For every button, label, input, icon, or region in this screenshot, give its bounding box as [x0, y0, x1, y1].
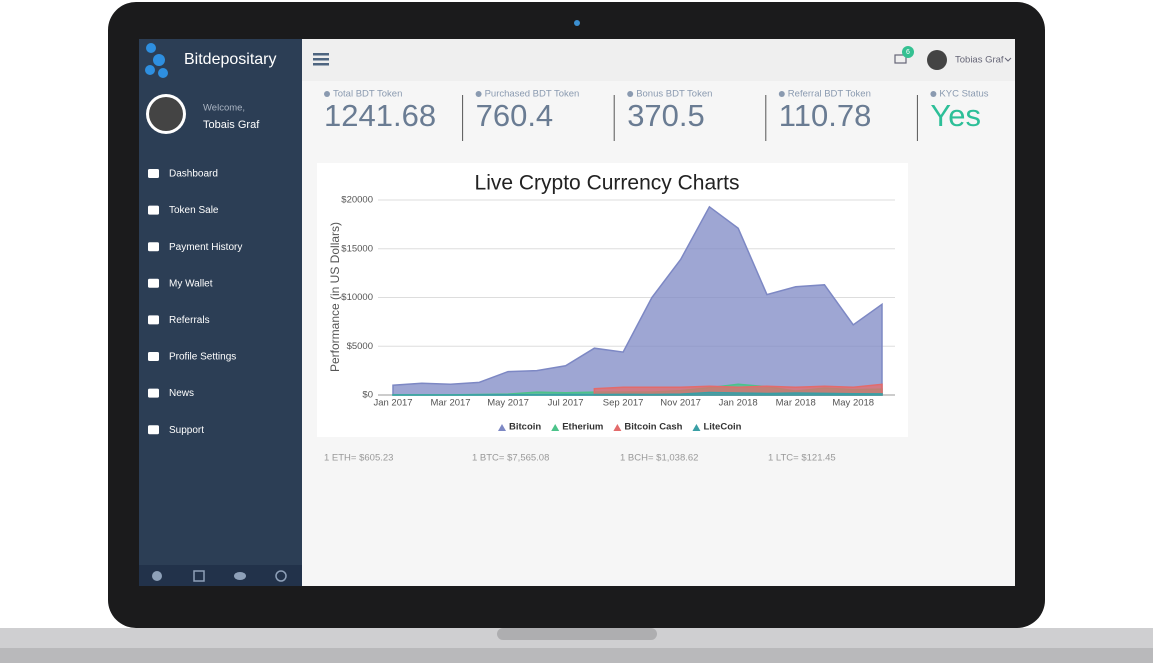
stat-value: 370.5: [627, 98, 705, 133]
menu-icon[interactable]: [148, 352, 159, 361]
sidebar-footer: [139, 565, 302, 586]
menu-icon[interactable]: [148, 388, 159, 398]
chevron[interactable]: [1004, 57, 1012, 62]
stat-icon: [778, 91, 785, 97]
topbar: [302, 39, 1015, 81]
legend-label[interactable]: Bitcoin: [509, 422, 541, 433]
laptop-notch: [497, 628, 657, 640]
chart: Live Crypto Currency Charts Performance …: [328, 172, 895, 433]
y-tick-label: $20000: [341, 195, 373, 206]
stat-icon: [627, 91, 634, 97]
legend-label[interactable]: Bitcoin Cash: [624, 422, 682, 433]
menu-icon[interactable]: [148, 278, 159, 288]
stat-label: Bonus BDT Token: [636, 89, 712, 100]
stat-value: 1241.68: [324, 98, 436, 133]
price: 1 BCH= $1,038.62: [620, 453, 698, 464]
menu-item[interactable]: Token Sale: [169, 205, 219, 216]
camera: [574, 20, 580, 26]
price: 1 ETH= $605.23: [324, 453, 393, 464]
menu-toggle[interactable]: [313, 53, 329, 66]
x-tick-label: Jan 2017: [373, 398, 412, 409]
menu-item[interactable]: Profile Settings: [169, 352, 236, 363]
welcome: Welcome,: [203, 103, 245, 114]
y-tick-label: $10000: [341, 292, 373, 303]
stat-value: Yes: [930, 98, 981, 133]
menu-item[interactable]: Support: [169, 425, 204, 436]
x-tick-label: Jul 2017: [548, 398, 584, 409]
legend-marker[interactable]: [692, 424, 701, 431]
avatar: [149, 97, 183, 131]
legend-label[interactable]: Etherium: [562, 422, 603, 433]
menu-icon[interactable]: [148, 169, 159, 178]
area: [593, 383, 883, 396]
chart-title: Live Crypto Currency Charts: [475, 172, 740, 195]
x-tick-label: Nov 2017: [660, 398, 701, 409]
y-tick-label: $0: [362, 390, 373, 401]
user-name: Tobais Graf: [203, 119, 260, 131]
area: [392, 391, 883, 396]
mail-icon[interactable]: [894, 54, 907, 64]
menu-icon[interactable]: [148, 425, 159, 435]
stat-icon: [930, 91, 937, 97]
stat-label: KYC Status: [939, 89, 988, 100]
legend-marker[interactable]: [613, 424, 622, 431]
price: 1 BTC= $7,565.08: [472, 453, 549, 464]
y-tick-label: $5000: [347, 341, 373, 352]
power-icon[interactable]: [275, 570, 287, 582]
menu-item[interactable]: News: [169, 388, 194, 399]
stat-icon: [475, 91, 482, 97]
settings-icon[interactable]: [152, 571, 162, 581]
x-tick-label: May 2018: [832, 398, 874, 409]
stat-label: Referral BDT Token: [788, 89, 871, 100]
badge-count: 6: [906, 49, 910, 56]
menu-icon[interactable]: [148, 205, 159, 215]
legend-label[interactable]: LiteCoin: [703, 422, 741, 433]
stat-label: Total BDT Token: [333, 89, 402, 100]
legend-marker[interactable]: [551, 424, 560, 431]
y-tick-label: $15000: [341, 243, 373, 254]
menu-item[interactable]: Dashboard: [169, 169, 218, 180]
footer-icons: [152, 570, 287, 582]
menu-icon[interactable]: [148, 242, 159, 252]
y-axis-title: Performance (in US Dollars): [328, 222, 342, 372]
stat-value: 110.78: [779, 98, 872, 133]
x-tick-label: Mar 2018: [776, 398, 816, 409]
x-tick-label: Mar 2017: [430, 398, 470, 409]
header-user[interactable]: Tobias Graf: [955, 55, 1004, 66]
brand: Bitdepositary: [184, 51, 277, 68]
price: 1 LTC= $121.45: [768, 453, 836, 464]
x-tick-label: Jan 2018: [719, 398, 758, 409]
legend-marker[interactable]: [498, 424, 506, 431]
menu-item[interactable]: Referrals: [169, 315, 210, 326]
stat-icon: [324, 91, 330, 97]
stat-value: 760.4: [476, 98, 554, 133]
x-tick-label: May 2017: [487, 398, 529, 409]
stat-label: Purchased BDT Token: [485, 89, 580, 100]
area: [392, 205, 883, 396]
x-tick-label: Sep 2017: [603, 398, 644, 409]
menu-item[interactable]: Payment History: [169, 242, 242, 253]
menu-item[interactable]: My Wallet: [169, 278, 213, 289]
badge: [902, 46, 914, 58]
fullscreen-icon[interactable]: [193, 570, 205, 582]
menu-icon[interactable]: [148, 315, 159, 325]
header-avatar[interactable]: [927, 50, 947, 70]
laptop-base-edge: [0, 648, 1153, 663]
hide-icon[interactable]: [234, 572, 246, 580]
logo: [145, 43, 168, 78]
